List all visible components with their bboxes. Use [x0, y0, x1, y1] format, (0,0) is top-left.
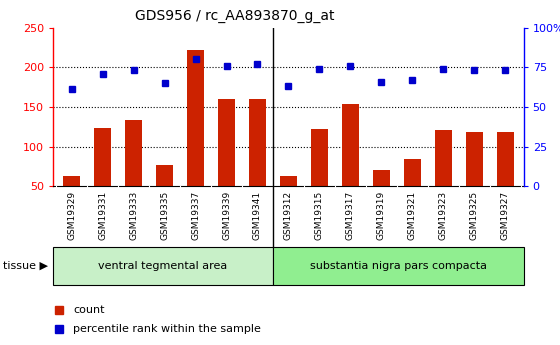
Text: GSM19339: GSM19339 [222, 191, 231, 240]
Text: GSM19319: GSM19319 [377, 191, 386, 240]
Text: tissue ▶: tissue ▶ [3, 261, 48, 270]
Bar [94, 128, 111, 186]
Bar [435, 130, 452, 186]
Text: GSM19312: GSM19312 [284, 191, 293, 240]
Text: substantia nigra pars compacta: substantia nigra pars compacta [310, 261, 487, 270]
Text: GSM19341: GSM19341 [253, 191, 262, 240]
Text: count: count [73, 305, 105, 315]
Text: GSM19315: GSM19315 [315, 191, 324, 240]
Text: GDS956 / rc_AA893870_g_at: GDS956 / rc_AA893870_g_at [136, 9, 335, 23]
Text: GSM19317: GSM19317 [346, 191, 355, 240]
Text: GSM19325: GSM19325 [470, 191, 479, 240]
Bar [311, 129, 328, 186]
Bar [404, 158, 421, 186]
Text: percentile rank within the sample: percentile rank within the sample [73, 325, 261, 334]
Text: GSM19335: GSM19335 [160, 191, 169, 240]
Text: GSM19331: GSM19331 [98, 191, 107, 240]
Text: ventral tegmental area: ventral tegmental area [99, 261, 228, 270]
Bar [63, 176, 80, 186]
Bar [125, 120, 142, 186]
Bar [273, 247, 524, 285]
Text: GSM19327: GSM19327 [501, 191, 510, 240]
Text: GSM19333: GSM19333 [129, 191, 138, 240]
Bar [156, 165, 173, 186]
Bar [187, 50, 204, 186]
Bar [53, 247, 273, 285]
Bar [280, 176, 297, 186]
Bar [465, 131, 483, 186]
Text: GSM19323: GSM19323 [438, 191, 447, 240]
Bar [342, 104, 359, 186]
Text: GSM19337: GSM19337 [191, 191, 200, 240]
Bar [249, 99, 266, 186]
Bar [497, 131, 514, 186]
Text: GSM19329: GSM19329 [67, 191, 76, 240]
Text: GSM19321: GSM19321 [408, 191, 417, 240]
Bar [373, 170, 390, 186]
Bar [218, 99, 235, 186]
